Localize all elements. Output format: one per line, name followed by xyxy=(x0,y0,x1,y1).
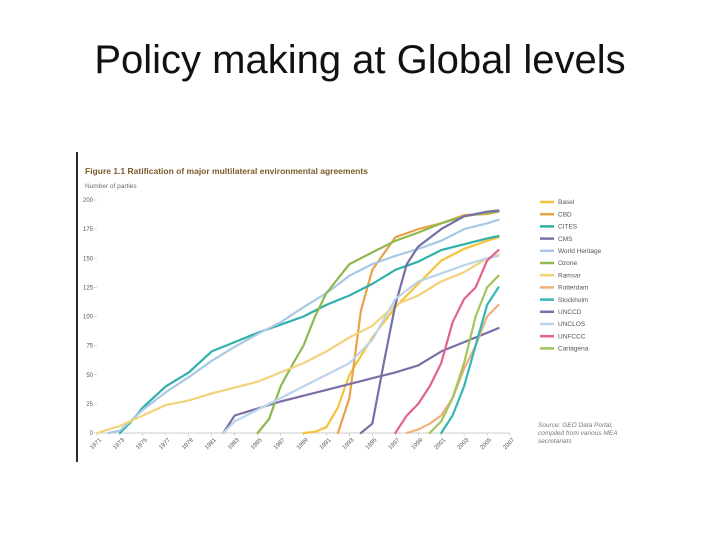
x-tick-label: 2001 xyxy=(434,437,448,451)
legend-label: UNCLOS xyxy=(558,321,586,328)
x-tick-label: 1975 xyxy=(135,437,149,451)
y-tick-label: 200 xyxy=(83,198,94,204)
legend-label: Basel xyxy=(558,199,575,206)
legend-label: Rotterdam xyxy=(558,285,588,292)
series-line-basel xyxy=(302,236,500,435)
legend-label: World Heritage xyxy=(558,248,602,255)
series-line-cites xyxy=(118,235,500,435)
series-line-ozone xyxy=(256,210,500,435)
x-tick-label: 1985 xyxy=(250,437,264,451)
x-tick-label: 1983 xyxy=(227,437,241,451)
x-tick-label: 1999 xyxy=(411,437,425,451)
x-tick-label: 1981 xyxy=(204,437,218,451)
series-line-ramsar xyxy=(95,253,500,435)
legend-label: Ozone xyxy=(558,260,578,267)
x-tick-label: 1979 xyxy=(181,437,195,451)
x-tick-label: 1977 xyxy=(158,437,172,451)
x-tick-label: 1993 xyxy=(342,437,356,451)
x-tick-label: 2007 xyxy=(502,437,516,451)
chart-series xyxy=(95,209,500,435)
chart-legend: Basel CBD CITES CMS World Heritage Ozone Ramsa… xyxy=(540,199,602,353)
y-tick-label: 0 xyxy=(90,431,94,437)
series-line-unclos xyxy=(222,254,500,435)
y-tick-label: 25 xyxy=(86,402,93,408)
x-tick-label: 1991 xyxy=(319,437,333,451)
y-tick-label: 175 xyxy=(83,227,94,233)
series-line-world-heritage xyxy=(107,218,500,435)
legend-label: Ramsar xyxy=(558,272,582,279)
y-tick-label: 125 xyxy=(83,285,94,291)
slide-title: Policy making at Global levels xyxy=(94,38,626,82)
x-tick-label: 1971 xyxy=(89,437,103,451)
y-tick-label: 75 xyxy=(86,344,93,350)
x-tick-label: 1987 xyxy=(273,437,287,451)
chart-title: Figure 1.1 Ratification of major multila… xyxy=(85,166,368,176)
series-line-unccd xyxy=(359,209,500,435)
x-tick-label: 1973 xyxy=(112,437,126,451)
legend-label: Stockholm xyxy=(558,297,588,304)
y-tick-label: 100 xyxy=(83,315,94,321)
legend-label: UNFCCC xyxy=(558,333,586,340)
y-tick-label: 150 xyxy=(83,256,94,262)
figure-frame xyxy=(76,152,626,462)
y-axis-label: Number of parties xyxy=(85,183,137,190)
x-tick-label: 2003 xyxy=(457,437,471,451)
legend-label: Cartagena xyxy=(558,346,589,353)
legend-label: CITES xyxy=(558,224,578,231)
legend-label: UNCCD xyxy=(558,309,582,316)
y-tick-label: 50 xyxy=(86,373,93,379)
x-tick-label: 1997 xyxy=(388,437,402,451)
series-line-unfccc xyxy=(394,249,500,435)
x-tick-label: 1989 xyxy=(296,437,310,451)
x-tick-label: 2005 xyxy=(480,437,494,451)
series-line-cartagena xyxy=(428,274,500,435)
source-note: Source: GEO Data Portal, compiled from v… xyxy=(538,422,618,445)
series-line-stockholm xyxy=(440,286,500,435)
x-tick-label: 1995 xyxy=(365,437,379,451)
series-line-cms xyxy=(222,327,500,435)
legend-label: CMS xyxy=(558,236,573,243)
legend-label: CBD xyxy=(558,211,572,218)
